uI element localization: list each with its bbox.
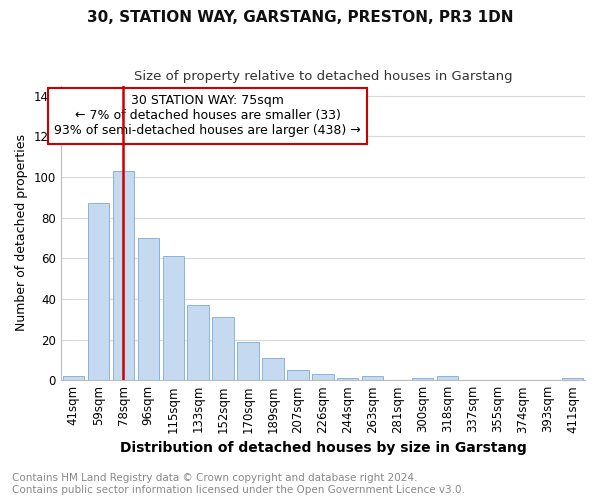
- Bar: [287, 370, 308, 380]
- Y-axis label: Number of detached properties: Number of detached properties: [15, 134, 28, 332]
- Bar: [137, 238, 159, 380]
- Bar: [212, 317, 233, 380]
- Bar: [337, 378, 358, 380]
- Bar: [187, 305, 209, 380]
- Bar: [262, 358, 284, 380]
- Title: Size of property relative to detached houses in Garstang: Size of property relative to detached ho…: [134, 70, 512, 83]
- Bar: [163, 256, 184, 380]
- Text: 30 STATION WAY: 75sqm
← 7% of detached houses are smaller (33)
93% of semi-detac: 30 STATION WAY: 75sqm ← 7% of detached h…: [54, 94, 361, 138]
- Bar: [88, 204, 109, 380]
- Bar: [62, 376, 84, 380]
- Bar: [437, 376, 458, 380]
- Bar: [238, 342, 259, 380]
- Text: Contains HM Land Registry data © Crown copyright and database right 2024.
Contai: Contains HM Land Registry data © Crown c…: [12, 474, 465, 495]
- X-axis label: Distribution of detached houses by size in Garstang: Distribution of detached houses by size …: [119, 441, 526, 455]
- Bar: [362, 376, 383, 380]
- Bar: [113, 171, 134, 380]
- Bar: [412, 378, 433, 380]
- Bar: [312, 374, 334, 380]
- Bar: [562, 378, 583, 380]
- Text: 30, STATION WAY, GARSTANG, PRESTON, PR3 1DN: 30, STATION WAY, GARSTANG, PRESTON, PR3 …: [87, 10, 513, 25]
